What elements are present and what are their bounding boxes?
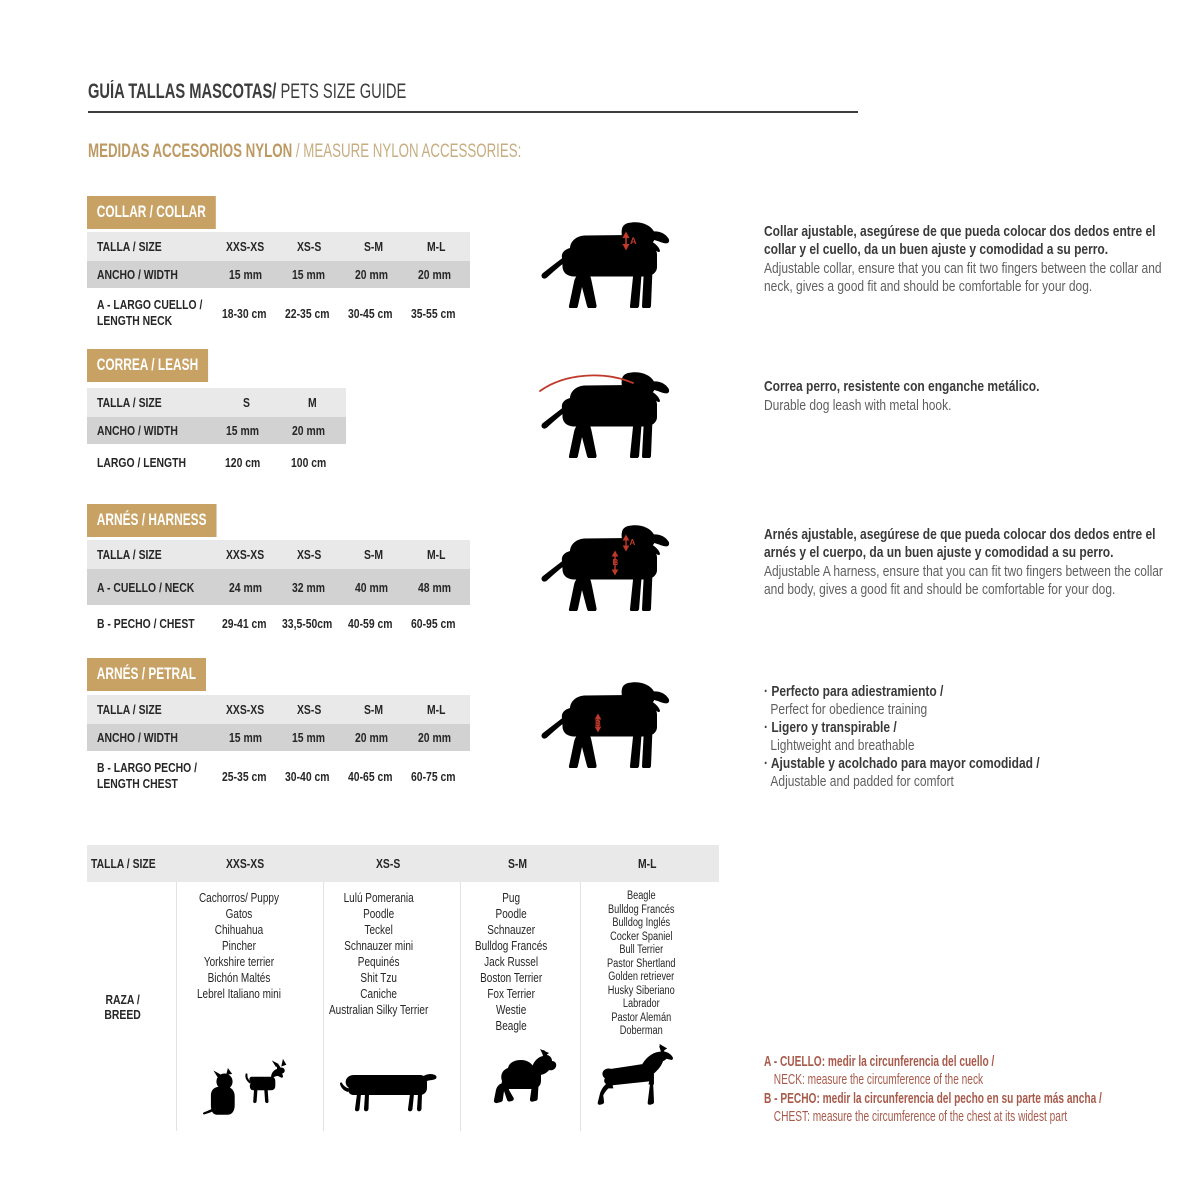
svg-text:A: A — [630, 538, 636, 547]
svg-text:A: A — [630, 236, 637, 246]
svg-text:B: B — [595, 719, 601, 728]
svg-text:B: B — [613, 558, 619, 567]
